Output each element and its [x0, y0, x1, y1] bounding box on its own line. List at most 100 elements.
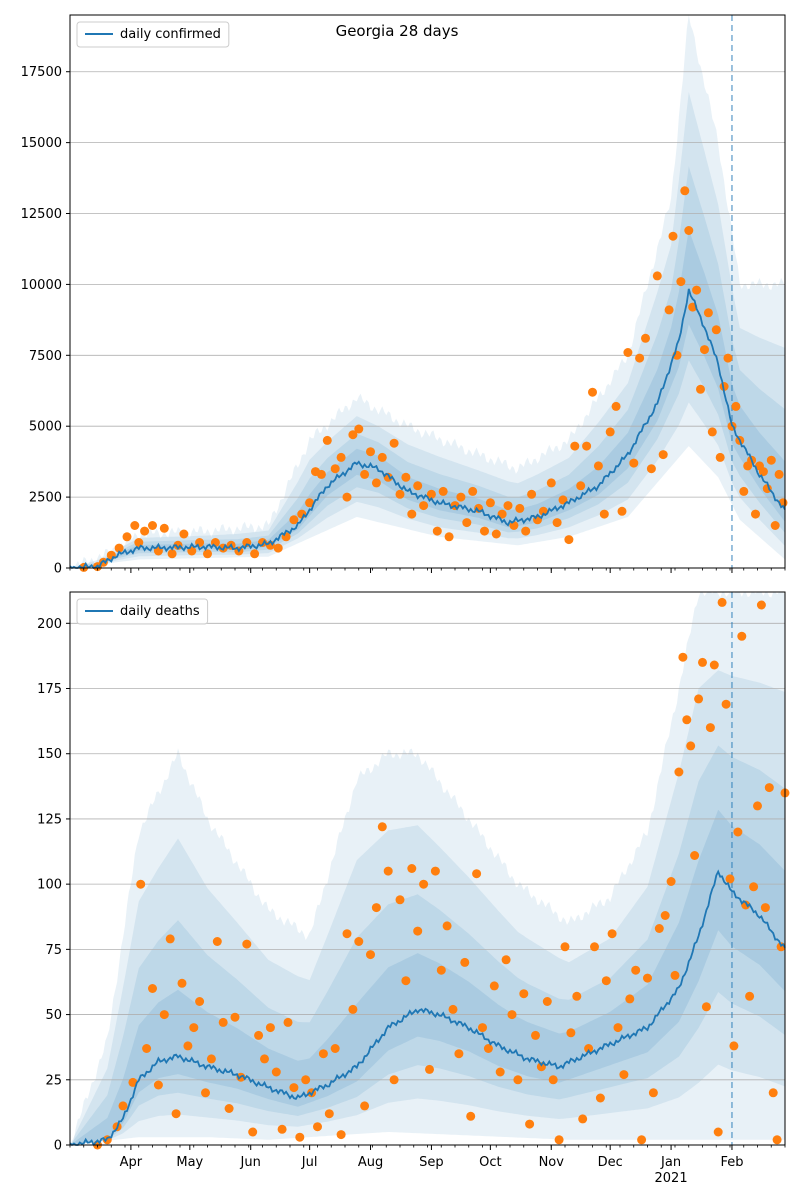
confirmed-observed-points	[79, 186, 788, 572]
data-point	[273, 543, 283, 553]
data-point	[189, 1023, 199, 1033]
data-point	[316, 469, 326, 479]
data-point	[542, 997, 552, 1006]
data-point	[377, 452, 387, 462]
legend-box	[76, 21, 230, 48]
data-point	[513, 1075, 523, 1085]
legend-label: daily deaths	[120, 604, 200, 619]
data-point	[619, 1070, 629, 1080]
data-point	[444, 532, 454, 542]
data-point	[554, 1135, 564, 1145]
y-tick-label: 150	[37, 747, 62, 762]
x-tick-label: Jun	[240, 1155, 261, 1170]
data-point	[130, 521, 140, 530]
y-tick-label: 25	[45, 1073, 62, 1088]
deaths-uncertainty-bands	[70, 592, 785, 1145]
data-point	[654, 924, 664, 933]
deaths-legend: daily deaths	[76, 598, 209, 625]
data-point	[560, 942, 570, 952]
data-point	[118, 1101, 128, 1111]
data-point	[503, 501, 513, 511]
data-point	[531, 1030, 540, 1040]
data-point	[641, 333, 650, 343]
data-point	[136, 879, 146, 889]
data-point	[425, 1064, 434, 1074]
data-point	[668, 231, 678, 241]
data-point	[324, 1109, 334, 1119]
data-point	[173, 540, 183, 550]
data-point	[572, 991, 582, 1001]
data-point	[395, 895, 405, 905]
data-point	[128, 1077, 138, 1087]
data-point	[766, 455, 776, 465]
data-point	[212, 937, 222, 946]
data-point	[289, 515, 299, 525]
data-point	[739, 486, 749, 496]
data-point	[277, 1124, 287, 1134]
data-point	[159, 523, 169, 533]
data-point	[737, 631, 747, 641]
data-point	[260, 1054, 269, 1064]
data-point	[142, 1044, 152, 1053]
data-point	[336, 1130, 346, 1140]
y-tick-label: 12500	[21, 207, 62, 222]
uncertainty-band-4	[70, 229, 785, 568]
data-point	[354, 424, 364, 434]
data-point	[690, 851, 700, 860]
data-point	[313, 1122, 322, 1132]
data-point	[729, 1041, 739, 1051]
data-point	[265, 1023, 275, 1033]
data-point	[768, 1088, 778, 1098]
y-tick-label: 125	[37, 812, 62, 827]
data-point	[360, 1101, 370, 1111]
x-tick-label: Jul	[301, 1155, 318, 1170]
y-tick-label: 17500	[21, 65, 62, 80]
data-point	[462, 518, 472, 528]
data-point	[623, 348, 633, 357]
y-tick-label: 50	[45, 1008, 62, 1023]
data-point	[159, 1010, 169, 1020]
data-point	[590, 942, 599, 952]
data-point	[772, 1135, 782, 1145]
data-point	[576, 481, 586, 491]
data-point	[348, 1004, 358, 1014]
data-point	[183, 1041, 193, 1051]
data-point	[456, 492, 466, 502]
uncertainty-band-3	[70, 166, 785, 569]
chart-title: Georgia 28 days	[336, 22, 459, 40]
data-point	[538, 506, 548, 516]
data-point	[360, 469, 370, 479]
data-point	[432, 526, 442, 536]
data-point	[179, 529, 189, 539]
confirmed-panel: 0 2500 5000 7500 10000 12500 15000 17500 daily …	[21, 14, 788, 577]
data-point	[582, 441, 592, 451]
data-point	[242, 939, 252, 949]
data-point	[678, 652, 688, 662]
data-point	[643, 973, 652, 983]
y-tick-label: 0	[54, 562, 62, 577]
data-point	[595, 1093, 605, 1103]
deaths-panel: 0 25 50 75 100 125 150 175 200 Apr May Jun Jul Aug Se…	[37, 591, 790, 1186]
data-point	[383, 866, 393, 876]
x-tick-label: Jan	[660, 1155, 681, 1170]
data-point	[501, 955, 511, 965]
confirmed-trend-line	[69, 288, 786, 570]
uncertainty-band-2	[70, 670, 785, 1145]
data-point	[717, 597, 727, 607]
uncertainty-band-2	[70, 92, 785, 568]
data-point	[201, 1088, 210, 1098]
data-point	[165, 934, 175, 944]
data-point	[371, 478, 381, 488]
data-point	[366, 447, 375, 457]
y-tick-label: 0	[54, 1139, 62, 1154]
x-tick-label: Apr	[120, 1155, 143, 1170]
data-point	[698, 657, 707, 667]
data-point	[770, 521, 780, 530]
x-tick-label: Sep	[419, 1155, 444, 1170]
data-point	[348, 430, 358, 440]
data-point	[711, 325, 721, 335]
data-point	[289, 1083, 299, 1093]
data-point	[605, 427, 615, 437]
data-point	[497, 509, 507, 519]
